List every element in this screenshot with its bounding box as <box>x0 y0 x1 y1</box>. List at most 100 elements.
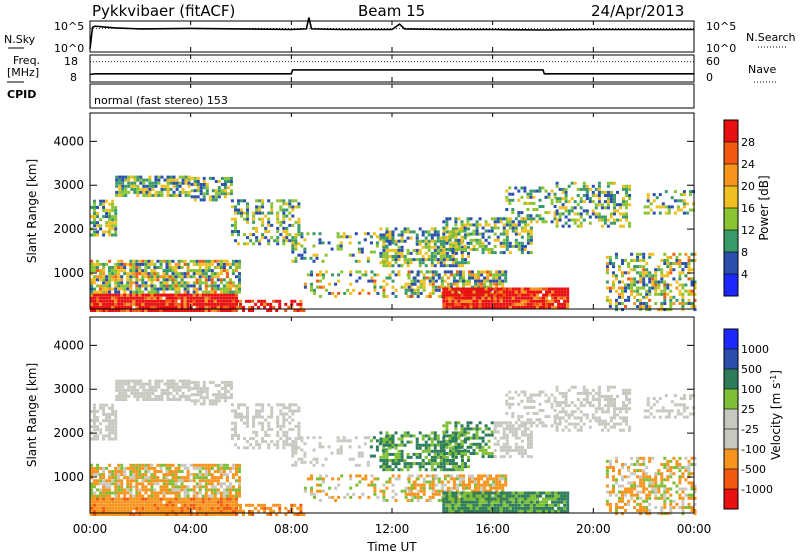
velocity-echo-region <box>442 421 533 459</box>
x-axis-label: Time UT <box>366 540 417 554</box>
power-heatmap <box>90 175 697 312</box>
velocity-colorbar-label: Velocity [m s-1] <box>769 370 784 460</box>
x-tick-label: 00:00 <box>677 522 712 536</box>
power-echo-region <box>643 190 695 215</box>
power-y-tick-label: 1000 <box>53 266 84 280</box>
velocity-y-tick-label: 2000 <box>53 426 84 440</box>
velocity-echo-region <box>190 380 233 406</box>
power-colorbar-tick-label: 28 <box>741 136 755 149</box>
power-colorbar-swatch <box>724 274 738 296</box>
power-colorbar-swatch <box>724 230 738 252</box>
velocity-colorbar-swatch <box>724 489 738 509</box>
velocity-colorbar-tick-label: -1000 <box>741 483 773 496</box>
power-colorbar-tick-label: 4 <box>741 268 748 281</box>
velocity-echo-region <box>505 390 557 428</box>
velocity-echo-region <box>555 385 632 432</box>
velocity-echo-region <box>605 456 697 516</box>
power-colorbar-swatch <box>724 142 738 164</box>
velocity-colorbar-swatch <box>724 369 738 389</box>
header-date: 24/Apr/2013 <box>591 2 684 20</box>
power-echo-region <box>230 199 301 246</box>
freq-tick-top: 18 <box>64 55 78 68</box>
velocity-colorbar-swatch <box>724 389 738 409</box>
power-echo-region <box>442 217 533 255</box>
power-echo-region <box>90 259 241 294</box>
velocity-y-tick-label: 3000 <box>53 382 84 396</box>
header-station: Pykkvibaer (fitACF) <box>92 2 235 20</box>
power-colorbar-label: Power [dB] <box>757 175 771 240</box>
power-echo-region <box>605 252 697 312</box>
power-yaxis: 1000 2000 3000 4000 <box>53 134 694 280</box>
x-tick-label: 20:00 <box>576 522 611 536</box>
power-echo-region <box>90 199 118 237</box>
noise-tick-bottom-right: 10^0 <box>706 42 736 55</box>
velocity-echo-region <box>115 379 191 401</box>
velocity-echo-region <box>442 491 570 513</box>
velocity-echo-region <box>643 394 695 419</box>
velocity-colorbar-swatch <box>724 469 738 489</box>
power-colorbar-swatch <box>724 120 738 142</box>
freq-panel <box>89 61 694 76</box>
velocity-colorbar-tick-label: 1000 <box>741 343 769 356</box>
power-colorbar: 4 8 12 16 20 24 28 <box>723 119 755 297</box>
header-beam: Beam 15 <box>358 2 425 20</box>
freq-label-1: Freq. <box>13 54 40 67</box>
velocity-colorbar-tick-label: 500 <box>741 363 762 376</box>
cpid-text: normal (fast stereo) 153 <box>94 94 228 107</box>
power-echo-region <box>442 287 570 309</box>
power-y-tick-label: 4000 <box>53 134 84 148</box>
velocity-echo-region <box>90 403 118 441</box>
velocity-colorbar-tick-label: -100 <box>741 443 766 456</box>
x-tick-label: 00:00 <box>73 522 108 536</box>
velocity-colorbar-tick-label: 25 <box>741 403 755 416</box>
nsky-label: N.Sky <box>4 33 36 46</box>
nave-tick-top: 60 <box>706 55 720 68</box>
velocity-colorbar-tick-label: -25 <box>741 423 759 436</box>
velocity-colorbar-tick-label: 100 <box>741 383 762 396</box>
velocity-colorbar-swatch <box>724 429 738 449</box>
freq-label-2: [MHz] <box>7 66 39 79</box>
velocity-y-tick-label: 4000 <box>53 338 84 352</box>
power-colorbar-tick-label: 20 <box>741 180 755 193</box>
x-tick-label: 16:00 <box>475 522 510 536</box>
power-y-tick-label: 3000 <box>53 178 84 192</box>
power-echo-region <box>555 181 632 228</box>
frequency-line <box>89 69 694 76</box>
velocity-colorbar-frame <box>723 328 739 510</box>
power-colorbar-swatch <box>724 186 738 208</box>
velocity-colorbar-swatch <box>724 329 738 349</box>
velocity-colorbar-swatch <box>724 349 738 369</box>
power-y-tick-label: 2000 <box>53 222 84 236</box>
power-colorbar-tick-label: 16 <box>741 202 755 215</box>
velocity-colorbar-swatch <box>724 409 738 429</box>
x-tick-label: 12:00 <box>375 522 410 536</box>
velocity-ylabel: Slant Range [km] <box>25 363 39 467</box>
noise-tick-top-left: 10^5 <box>54 20 84 33</box>
power-colorbar-tick-label: 12 <box>741 224 755 237</box>
velocity-echo-region <box>90 463 241 498</box>
power-colorbar-tick-label: 24 <box>741 158 755 171</box>
power-echo-region <box>115 175 191 197</box>
velocity-echo-region <box>230 403 301 450</box>
freq-tick-bottom: 8 <box>70 71 77 84</box>
velocity-colorbar-tick-label: -500 <box>741 463 766 476</box>
noise-panel <box>89 17 694 49</box>
x-axis: 00:00 04:00 08:00 12:00 16:00 20:00 00:00 <box>73 21 712 536</box>
velocity-heatmap <box>90 379 697 516</box>
power-colorbar-tick-label: 8 <box>741 246 748 259</box>
velocity-yaxis: 1000 2000 3000 4000 <box>53 338 694 484</box>
power-ylabel: Slant Range [km] <box>25 159 39 263</box>
velocity-colorbar: 1000 500 100 25 -25 -100 -500 -1000 <box>723 328 773 510</box>
velocity-echo-region <box>303 474 419 502</box>
power-echo-region <box>90 293 238 312</box>
nave-label: Nave <box>748 63 776 76</box>
velocity-echo-region <box>236 503 306 516</box>
power-echo-region <box>505 186 557 224</box>
power-colorbar-swatch <box>724 208 738 230</box>
power-colorbar-swatch <box>724 252 738 274</box>
cpid-label: CPID <box>7 88 36 101</box>
velocity-colorbar-swatch <box>724 449 738 469</box>
power-colorbar-swatch <box>724 164 738 186</box>
x-tick-label: 04:00 <box>173 522 208 536</box>
